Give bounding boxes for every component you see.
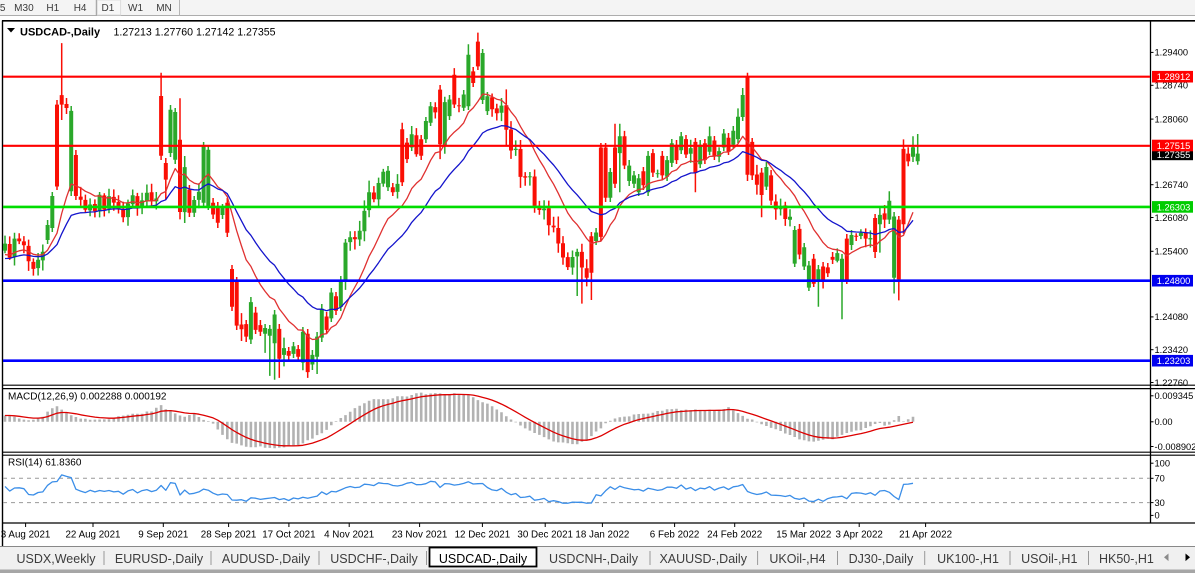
svg-text:1.24800: 1.24800	[1157, 276, 1191, 286]
svg-text:18 Jan 2022: 18 Jan 2022	[575, 530, 629, 541]
svg-text:0.00: 0.00	[1155, 417, 1173, 427]
svg-text:UK100-,H1: UK100-,H1	[937, 552, 999, 566]
svg-text:0.009345: 0.009345	[1155, 391, 1194, 401]
svg-text:1.29400: 1.29400	[1155, 48, 1189, 58]
svg-text:1.26303: 1.26303	[1157, 202, 1191, 212]
svg-text:H1: H1	[46, 3, 59, 14]
svg-text:9 Sep 2021: 9 Sep 2021	[138, 530, 188, 541]
svg-text:0: 0	[1155, 511, 1160, 521]
svg-text:1.28912: 1.28912	[1157, 72, 1191, 82]
svg-text:30 Dec 2021: 30 Dec 2021	[517, 530, 573, 541]
svg-text:1.22760: 1.22760	[1155, 378, 1189, 388]
svg-text:EURUSD-,Daily: EURUSD-,Daily	[115, 552, 204, 566]
svg-text:28 Sep 2021: 28 Sep 2021	[201, 530, 257, 541]
svg-text:-0.008902: -0.008902	[1155, 442, 1195, 452]
svg-text:70: 70	[1155, 474, 1165, 484]
svg-text:M30: M30	[14, 3, 34, 14]
svg-text:W1: W1	[128, 3, 143, 14]
svg-text:MACD(12,26,9) 0.002288 0.00019: MACD(12,26,9) 0.002288 0.000192	[8, 392, 167, 403]
svg-text:1.23203: 1.23203	[1157, 356, 1191, 366]
svg-text:1.27355: 1.27355	[1157, 150, 1191, 160]
svg-text:1.25400: 1.25400	[1155, 247, 1189, 257]
svg-text:17 Oct 2021: 17 Oct 2021	[262, 530, 315, 541]
svg-text:23 Nov 2021: 23 Nov 2021	[392, 530, 448, 541]
svg-text:3 Apr 2022: 3 Apr 2022	[835, 530, 882, 541]
svg-text:100: 100	[1155, 459, 1171, 469]
svg-text:5: 5	[0, 3, 6, 14]
svg-text:1.27213 1.27760 1.27142 1.2735: 1.27213 1.27760 1.27142 1.27355	[114, 27, 276, 39]
svg-text:AUDUSD-,Daily: AUDUSD-,Daily	[222, 552, 311, 566]
svg-text:HK50-,H1: HK50-,H1	[1099, 552, 1154, 566]
svg-text:1.27515: 1.27515	[1157, 141, 1191, 151]
svg-text:D1: D1	[102, 3, 115, 14]
svg-text:MN: MN	[156, 3, 172, 14]
svg-text:4 Nov 2021: 4 Nov 2021	[324, 530, 374, 541]
svg-text:6 Feb 2022: 6 Feb 2022	[650, 530, 700, 541]
svg-text:USDCAD-,Daily: USDCAD-,Daily	[439, 552, 528, 566]
svg-text:1.23420: 1.23420	[1155, 345, 1189, 355]
svg-text:21 Apr 2022: 21 Apr 2022	[899, 530, 952, 541]
svg-text:USDCNH-,Daily: USDCNH-,Daily	[549, 552, 639, 566]
svg-text:DJ30-,Daily: DJ30-,Daily	[849, 552, 914, 566]
svg-text:12 Dec 2021: 12 Dec 2021	[455, 530, 511, 541]
svg-text:XAUUSD-,Daily: XAUUSD-,Daily	[659, 552, 747, 566]
svg-text:24 Feb 2022: 24 Feb 2022	[707, 530, 762, 541]
svg-text:1.28740: 1.28740	[1155, 81, 1189, 91]
svg-text:USDCHF-,Daily: USDCHF-,Daily	[330, 552, 418, 566]
svg-text:3 Aug 2021: 3 Aug 2021	[1, 530, 51, 541]
svg-text:1.26740: 1.26740	[1155, 180, 1189, 190]
svg-text:USDX,Weekly: USDX,Weekly	[17, 552, 97, 566]
svg-text:22 Aug 2021: 22 Aug 2021	[65, 530, 120, 541]
svg-text:1.24080: 1.24080	[1155, 312, 1189, 322]
svg-text:USOil-,H1: USOil-,H1	[1021, 552, 1077, 566]
svg-text:USDCAD-,Daily: USDCAD-,Daily	[20, 27, 101, 39]
svg-text:H4: H4	[74, 3, 87, 14]
svg-text:1.28060: 1.28060	[1155, 114, 1189, 124]
svg-text:RSI(14) 61.8360: RSI(14) 61.8360	[8, 458, 82, 469]
svg-text:UKOil-,H4: UKOil-,H4	[769, 552, 825, 566]
svg-text:1.26080: 1.26080	[1155, 213, 1189, 223]
svg-text:30: 30	[1155, 498, 1165, 508]
svg-text:15 Mar 2022: 15 Mar 2022	[776, 530, 831, 541]
